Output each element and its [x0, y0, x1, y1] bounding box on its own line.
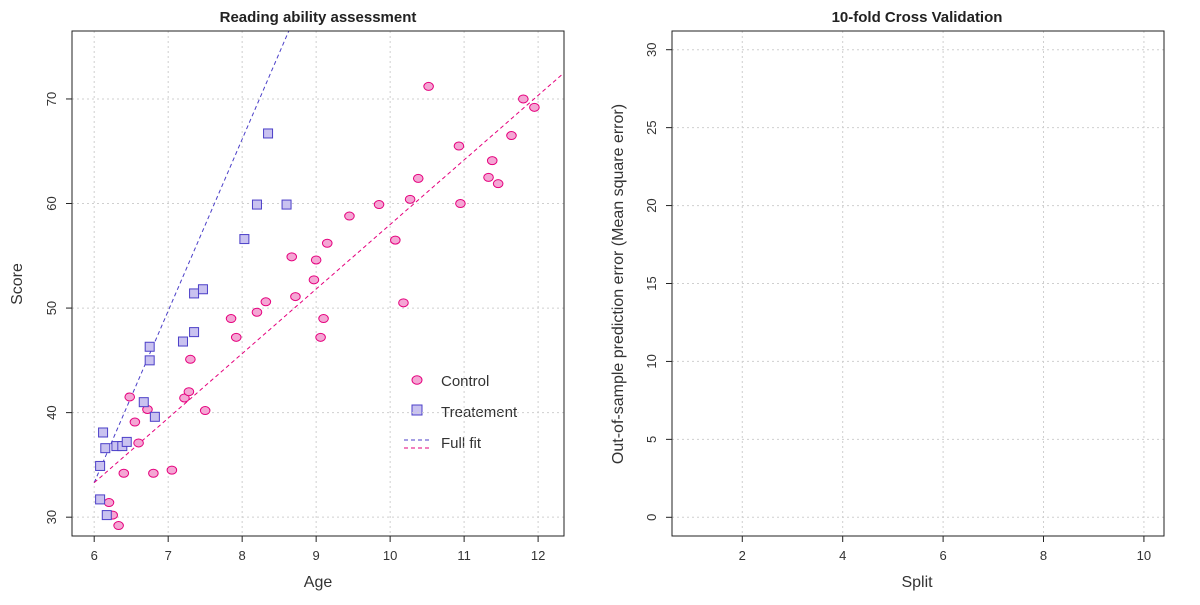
y-tick-label: 30 [644, 42, 659, 56]
data-point-control [453, 141, 465, 151]
data-point-control [225, 314, 237, 324]
left-chart-title: Reading ability assessment [220, 9, 417, 26]
data-point-treatement [197, 284, 208, 295]
y-tick-label: 5 [644, 436, 659, 443]
data-point-treatement [177, 336, 188, 347]
right-chart-title: 10-fold Cross Validation [832, 9, 1003, 26]
legend-label-full-fit: Full fit [441, 435, 482, 452]
y-tick-label: 50 [44, 301, 59, 315]
data-point-control [118, 468, 130, 478]
data-point-treatement [138, 397, 149, 408]
data-point-treatement [251, 199, 262, 210]
y-tick-label: 40 [44, 405, 59, 419]
data-point-control [483, 172, 494, 182]
data-point-treatement [95, 460, 106, 471]
data-point-treatement [101, 510, 112, 521]
data-point-control [199, 406, 211, 416]
data-point-control [315, 332, 326, 342]
data-point-control [486, 156, 498, 166]
data-point-treatement [189, 327, 200, 338]
y-tick-label: 60 [44, 196, 59, 210]
fit-line-treatement [93, 31, 290, 483]
y-tick-label: 20 [644, 198, 659, 212]
data-point-control [133, 438, 144, 448]
data-point-control [373, 200, 385, 210]
y-tick-label: 10 [644, 354, 659, 368]
data-point-control [310, 255, 322, 265]
plot-frame [71, 30, 565, 537]
left-y-axis-label: Score [9, 263, 26, 305]
x-tick-label: 11 [457, 548, 471, 563]
data-point-control [183, 387, 195, 397]
data-point-control [321, 238, 333, 248]
data-point-treatement [281, 199, 292, 210]
data-point-control [185, 354, 196, 364]
x-tick-label: 10 [1137, 548, 1151, 563]
left-x-axis-label: Age [304, 574, 333, 591]
data-point-treatement [149, 411, 160, 422]
left-legend: Control Treatement Full fit [404, 373, 518, 452]
data-point-treatement [144, 341, 155, 352]
y-tick-label: 0 [644, 514, 659, 521]
data-point-control [529, 102, 540, 112]
data-point-control [260, 297, 272, 307]
data-point-treatement [263, 128, 274, 139]
data-point-control [455, 199, 466, 209]
y-tick-label: 25 [644, 120, 659, 134]
x-tick-label: 4 [839, 548, 846, 563]
data-point-treatement [144, 355, 155, 366]
fit-line-control [93, 72, 564, 484]
right-x-axis-label: Split [901, 574, 933, 591]
data-point-control [404, 194, 416, 204]
right-plot-area: 2 4 6 8 10 0 5 10 15 20 25 30 [644, 30, 1165, 563]
data-point-treatement [121, 436, 132, 447]
data-point-treatement [100, 443, 111, 454]
y-tick-label: 30 [44, 510, 59, 524]
data-point-control [518, 94, 529, 104]
data-point-treatement [239, 234, 250, 245]
x-tick-label: 12 [531, 548, 545, 563]
x-tick-label: 6 [939, 548, 946, 563]
data-point-control [492, 179, 504, 189]
x-tick-label: 9 [313, 548, 320, 563]
data-point-control [166, 465, 178, 475]
left-plot-area: 6 7 8 9 10 11 12 30 40 50 60 70 [44, 30, 565, 563]
data-point-control [290, 292, 301, 302]
legend-label-treatement: Treatement [441, 404, 518, 421]
data-point-control [344, 211, 355, 221]
data-point-control [103, 498, 115, 508]
x-tick-label: 8 [1040, 548, 1047, 563]
y-tick-label: 15 [644, 276, 659, 290]
data-point-control [230, 332, 242, 342]
data-point-control [148, 468, 159, 478]
data-point-control [113, 521, 124, 531]
data-point-control [124, 392, 136, 402]
data-point-control [129, 417, 141, 427]
data-point-control [423, 81, 434, 91]
data-point-control [251, 307, 263, 317]
x-tick-label: 7 [165, 548, 172, 563]
right-y-axis-label: Out-of-sample prediction error (Mean squ… [610, 104, 627, 464]
data-point-control [308, 275, 320, 285]
y-tick-label: 70 [44, 92, 59, 106]
data-point-control [286, 252, 298, 262]
data-point-control [318, 314, 329, 324]
data-point-treatement [95, 494, 106, 505]
x-tick-label: 2 [739, 548, 746, 563]
data-point-control [398, 298, 409, 308]
data-point-control [390, 235, 401, 245]
data-point-control [412, 173, 424, 183]
legend-circle-marker [411, 375, 423, 385]
data-point-control [506, 131, 517, 141]
legend-label-control: Control [441, 373, 489, 390]
legend-square-marker [411, 404, 423, 416]
data-point-treatement [98, 427, 109, 438]
x-tick-label: 8 [239, 548, 246, 563]
data-point-treatement [189, 288, 200, 299]
x-tick-label: 6 [91, 548, 98, 563]
x-tick-label: 10 [383, 548, 397, 563]
